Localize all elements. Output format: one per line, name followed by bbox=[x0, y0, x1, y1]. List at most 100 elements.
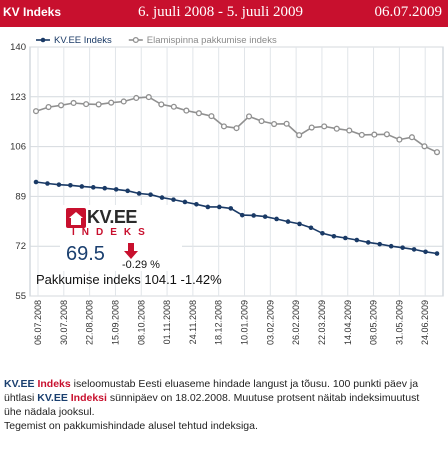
data-point bbox=[388, 243, 394, 249]
x-tick-label: 03.02.2009 bbox=[265, 300, 275, 345]
data-point bbox=[343, 235, 348, 241]
data-point bbox=[320, 231, 325, 236]
data-point bbox=[79, 184, 85, 189]
x-tick-label: 08.10.2008 bbox=[136, 300, 146, 345]
data-point bbox=[245, 113, 253, 120]
data-point bbox=[239, 212, 245, 218]
data-point bbox=[183, 107, 190, 114]
header-brand: KV Indeks bbox=[3, 5, 62, 19]
data-point bbox=[58, 102, 65, 109]
description: KV.EE Indeks iseloomustab Eesti eluaseme… bbox=[4, 377, 444, 433]
data-point bbox=[90, 185, 96, 190]
data-point bbox=[371, 131, 378, 138]
house-icon bbox=[66, 208, 86, 228]
data-point bbox=[377, 241, 383, 247]
x-tick-label: 18.12.2008 bbox=[214, 300, 224, 345]
y-tick-label: 140 bbox=[10, 42, 26, 53]
data-point bbox=[358, 131, 365, 138]
x-tick-label: 08.05.2009 bbox=[369, 300, 379, 345]
legend-marker bbox=[132, 36, 139, 44]
description-line-3: ühe nädala jooksul. bbox=[4, 406, 95, 418]
description-line-4: Tegemist on pakkumishindade alusel tehtu… bbox=[4, 420, 258, 432]
description-line-2: ühtlasi KV.EE Indeksi sünnipäev on 18.02… bbox=[4, 392, 420, 404]
x-tick-label: 30.07.2008 bbox=[59, 300, 69, 345]
y-tick-label: 123 bbox=[10, 92, 26, 103]
data-point bbox=[56, 182, 62, 187]
header-date: 06.07.2009 bbox=[374, 4, 443, 20]
data-point bbox=[68, 182, 73, 188]
data-point bbox=[113, 187, 119, 192]
data-point bbox=[411, 247, 417, 252]
kv-ee-logo: KV.EE INDEKS bbox=[66, 207, 178, 242]
data-point bbox=[194, 202, 199, 207]
data-point bbox=[120, 98, 127, 105]
data-point bbox=[321, 123, 328, 130]
data-point bbox=[83, 101, 90, 108]
data-point bbox=[258, 118, 265, 125]
data-point bbox=[205, 204, 211, 210]
data-point bbox=[434, 251, 440, 256]
x-tick-label: 22.03.2009 bbox=[317, 300, 327, 345]
data-point bbox=[400, 245, 405, 250]
x-tick-label: 15.09.2008 bbox=[110, 300, 120, 345]
logo-text: KV.EE bbox=[87, 207, 137, 227]
data-point bbox=[396, 136, 403, 143]
x-tick-label: 10.01.2009 bbox=[240, 300, 250, 345]
data-point bbox=[182, 199, 188, 205]
legend-label: KV.EE Indeks bbox=[54, 35, 112, 46]
data-point bbox=[354, 237, 360, 243]
data-point bbox=[274, 216, 279, 222]
data-point bbox=[296, 132, 303, 139]
data-point bbox=[262, 214, 268, 219]
data-point bbox=[136, 191, 142, 196]
data-point bbox=[195, 110, 202, 117]
data-point bbox=[95, 101, 102, 108]
x-tick-label: 24.06.2009 bbox=[420, 300, 430, 345]
header-bar: KV Indeks 6. juuli 2008 - 5. juuli 2009 … bbox=[0, 0, 448, 27]
data-point bbox=[285, 219, 291, 224]
data-point bbox=[251, 213, 256, 218]
index-badge: KV.EE INDEKS 69.5 -0.29 % bbox=[60, 205, 182, 271]
index-chart: 55 72 89 106 123 140 06.07.2008 30.07.2008 22.08… bbox=[10, 35, 444, 345]
index-change: -0.29 % bbox=[122, 259, 160, 271]
supply-index-label: Pakkumise indeks 104.1 -1.42% bbox=[36, 272, 222, 287]
data-point bbox=[145, 94, 152, 101]
index-value: 69.5 bbox=[66, 243, 105, 265]
data-point bbox=[108, 99, 115, 106]
data-point bbox=[433, 149, 441, 156]
data-point bbox=[297, 221, 302, 227]
y-tick-label: 55 bbox=[15, 291, 26, 302]
data-point bbox=[45, 181, 50, 186]
data-point bbox=[346, 127, 353, 134]
x-tick-label: 22.08.2008 bbox=[85, 300, 95, 345]
data-point bbox=[102, 185, 108, 191]
legend-marker bbox=[40, 37, 46, 43]
data-point bbox=[233, 125, 240, 132]
data-point bbox=[308, 124, 315, 131]
data-point bbox=[125, 188, 130, 194]
data-point bbox=[171, 197, 176, 202]
data-point bbox=[148, 192, 153, 197]
data-point bbox=[133, 94, 140, 102]
data-point bbox=[45, 104, 52, 111]
legend-label: Elamispinna pakkumise indeks bbox=[147, 35, 277, 46]
x-tick-label: 26.02.2009 bbox=[291, 300, 301, 345]
y-tick-label: 89 bbox=[15, 191, 26, 202]
x-tick-label: 31.05.2009 bbox=[394, 300, 404, 345]
data-point bbox=[408, 134, 415, 141]
data-point bbox=[271, 120, 278, 128]
data-point bbox=[283, 120, 290, 127]
data-point bbox=[208, 113, 215, 120]
logo-subtext: INDEKS bbox=[72, 227, 152, 238]
data-point bbox=[308, 225, 314, 231]
y-tick-label: 72 bbox=[15, 241, 26, 252]
data-point bbox=[383, 131, 390, 138]
header-period: 6. juuli 2008 - 5. juuli 2009 bbox=[138, 4, 303, 20]
data-point bbox=[333, 125, 340, 132]
down-arrow-icon bbox=[124, 243, 138, 259]
description-line-1: KV.EE Indeks iseloomustab Eesti eluaseme… bbox=[4, 378, 419, 390]
data-point bbox=[423, 249, 428, 255]
data-point bbox=[228, 206, 234, 211]
y-tick-label: 106 bbox=[10, 142, 26, 153]
x-tick-label: 06.07.2008 bbox=[33, 300, 43, 345]
